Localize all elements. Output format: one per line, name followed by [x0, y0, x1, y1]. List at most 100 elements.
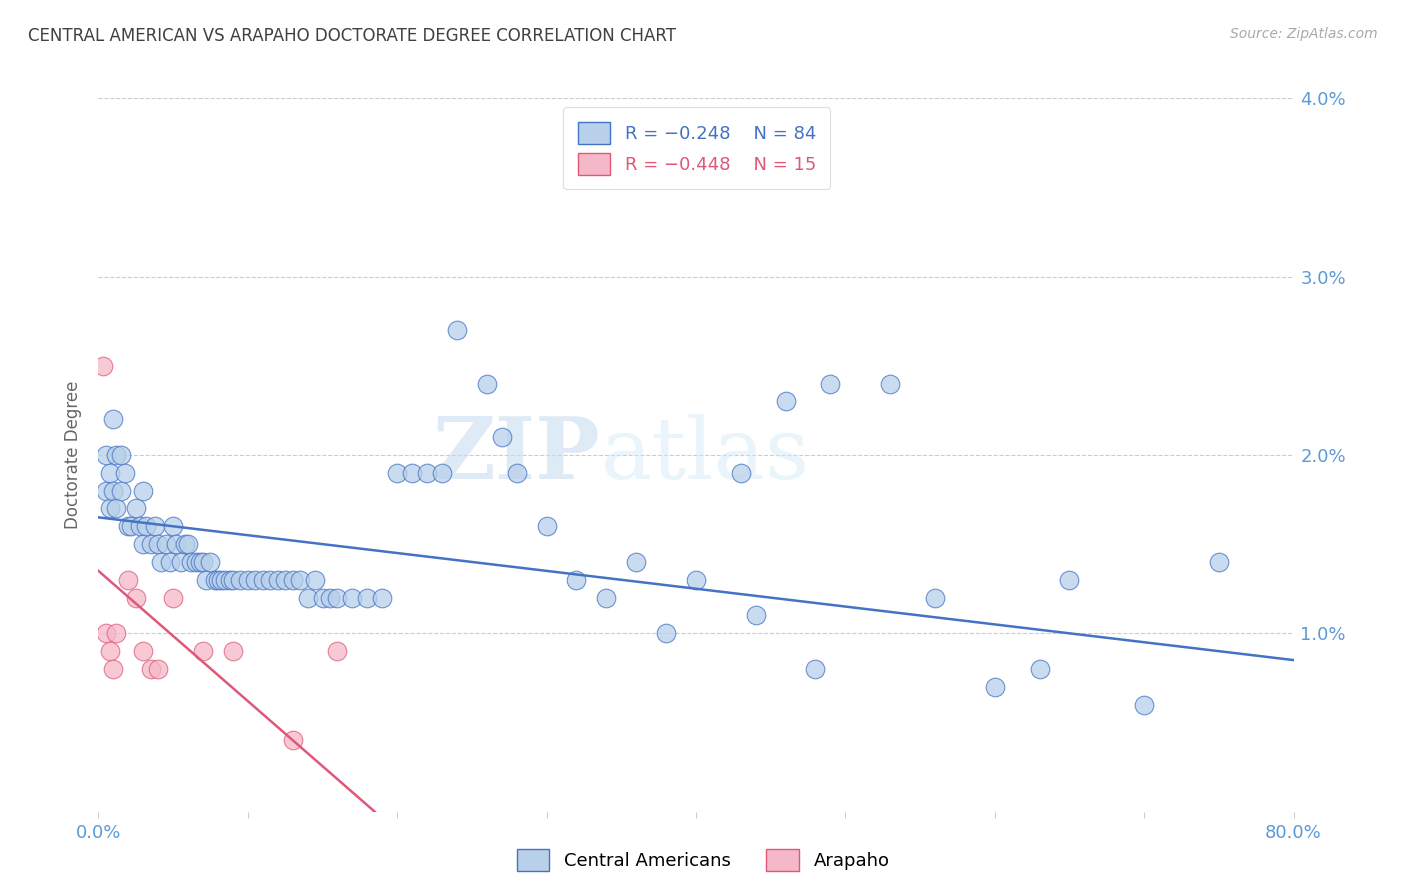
Point: [103, 412, 125, 426]
Point: [984, 680, 1007, 694]
Point: [191, 555, 214, 569]
Point: [148, 662, 170, 676]
Point: [288, 573, 311, 587]
Point: [745, 608, 768, 623]
Point: [730, 466, 752, 480]
Point: [267, 573, 290, 587]
Point: [155, 537, 177, 551]
Point: [169, 555, 191, 569]
Point: [195, 573, 218, 587]
Point: [94, 448, 117, 462]
Point: [100, 501, 122, 516]
Point: [879, 376, 901, 391]
Point: [236, 573, 259, 587]
Point: [114, 466, 136, 480]
Point: [222, 644, 245, 658]
Point: [416, 466, 439, 480]
Point: [125, 501, 148, 516]
Point: [1059, 573, 1081, 587]
Point: [1208, 555, 1230, 569]
Point: [446, 323, 468, 337]
Text: Source: ZipAtlas.com: Source: ZipAtlas.com: [1230, 27, 1378, 41]
Point: [110, 483, 132, 498]
Point: [139, 537, 162, 551]
Point: [1133, 698, 1156, 712]
Point: [125, 591, 148, 605]
Point: [775, 394, 797, 409]
Point: [1028, 662, 1050, 676]
Point: [214, 573, 236, 587]
Y-axis label: Doctorate Degree: Doctorate Degree: [65, 381, 83, 529]
Point: [506, 466, 529, 480]
Point: [139, 662, 162, 676]
Legend: Central Americans, Arapaho: Central Americans, Arapaho: [509, 842, 897, 879]
Point: [491, 430, 513, 444]
Point: [162, 591, 184, 605]
Point: [281, 573, 304, 587]
Point: [105, 448, 128, 462]
Point: [475, 376, 498, 391]
Point: [924, 591, 946, 605]
Point: [274, 573, 297, 587]
Point: [105, 626, 128, 640]
Point: [117, 519, 139, 533]
Point: [207, 573, 229, 587]
Text: ZIP: ZIP: [433, 413, 600, 497]
Point: [143, 519, 166, 533]
Text: atlas: atlas: [600, 413, 810, 497]
Point: [94, 626, 117, 640]
Point: [342, 591, 364, 605]
Point: [177, 537, 200, 551]
Point: [191, 644, 214, 658]
Point: [229, 573, 252, 587]
Point: [120, 519, 142, 533]
Text: CENTRAL AMERICAN VS ARAPAHO DOCTORATE DEGREE CORRELATION CHART: CENTRAL AMERICAN VS ARAPAHO DOCTORATE DE…: [28, 27, 676, 45]
Point: [100, 466, 122, 480]
Point: [132, 483, 155, 498]
Point: [135, 519, 157, 533]
Point: [385, 466, 409, 480]
Point: [685, 573, 707, 587]
Point: [326, 644, 349, 658]
Point: [188, 555, 211, 569]
Point: [159, 555, 181, 569]
Point: [117, 573, 139, 587]
Point: [100, 644, 122, 658]
Point: [150, 555, 173, 569]
Point: [311, 591, 333, 605]
Point: [204, 573, 226, 587]
Point: [319, 591, 342, 605]
Legend: R = −0.248    N = 84, R = −0.448    N = 15: R = −0.248 N = 84, R = −0.448 N = 15: [564, 107, 831, 189]
Point: [103, 483, 125, 498]
Point: [184, 555, 207, 569]
Point: [371, 591, 394, 605]
Point: [326, 591, 349, 605]
Point: [148, 537, 170, 551]
Point: [174, 537, 197, 551]
Point: [110, 448, 132, 462]
Point: [200, 555, 222, 569]
Point: [165, 537, 187, 551]
Point: [222, 573, 245, 587]
Point: [180, 555, 202, 569]
Point: [655, 626, 678, 640]
Point: [132, 537, 155, 551]
Point: [536, 519, 558, 533]
Point: [245, 573, 267, 587]
Point: [259, 573, 281, 587]
Point: [132, 644, 155, 658]
Point: [595, 591, 617, 605]
Point: [129, 519, 152, 533]
Point: [281, 733, 304, 747]
Point: [162, 519, 184, 533]
Point: [430, 466, 453, 480]
Point: [297, 591, 319, 605]
Point: [91, 359, 114, 373]
Point: [401, 466, 423, 480]
Point: [356, 591, 378, 605]
Point: [94, 483, 117, 498]
Point: [626, 555, 648, 569]
Point: [252, 573, 274, 587]
Point: [209, 573, 232, 587]
Point: [804, 662, 827, 676]
